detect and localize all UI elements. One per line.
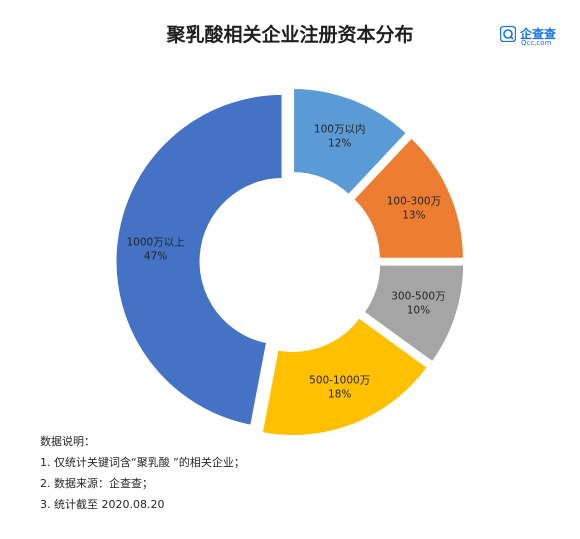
donut-slice — [113, 91, 285, 429]
slice-percent-label: 10% — [407, 305, 430, 317]
donut-slice — [291, 85, 410, 198]
notes-line: 1. 仅统计关键词含“聚乳酸 ”的相关企业； — [40, 456, 245, 469]
donut-slice — [259, 314, 431, 439]
donut-slice — [360, 262, 467, 366]
slice-category-label: 300-500万 — [391, 291, 445, 303]
notes-line: 3. 统计截至 2020.08.20 — [40, 498, 165, 511]
slice-percent-label: 47% — [144, 250, 167, 262]
notes-line: 2. 数据来源：企查查； — [40, 477, 153, 490]
slice-category-label: 100-300万 — [387, 195, 441, 207]
slice-percent-label: 18% — [328, 389, 351, 401]
brand-logo: 企查查 Qcc.com — [500, 25, 576, 47]
brand-domain: Qcc.com — [521, 39, 552, 47]
slice-percent-label: 12% — [328, 137, 351, 149]
slice-category-label: 1000万以上 — [126, 236, 184, 248]
notes-heading: 数据说明： — [40, 435, 95, 448]
slice-percent-label: 13% — [402, 209, 425, 221]
brand-name: 企查查 — [520, 27, 557, 41]
qcc-logo-icon — [500, 26, 516, 42]
chart-title: 聚乳酸相关企业注册资本分布 — [166, 24, 414, 46]
data-notes: 数据说明： 1. 仅统计关键词含“聚乳酸 ”的相关企业； 2. 数据来源：企查查… — [40, 431, 245, 515]
slice-category-label: 500-1000万 — [309, 375, 370, 387]
donut-slice — [350, 134, 466, 261]
slice-category-label: 100万以内 — [314, 122, 366, 135]
